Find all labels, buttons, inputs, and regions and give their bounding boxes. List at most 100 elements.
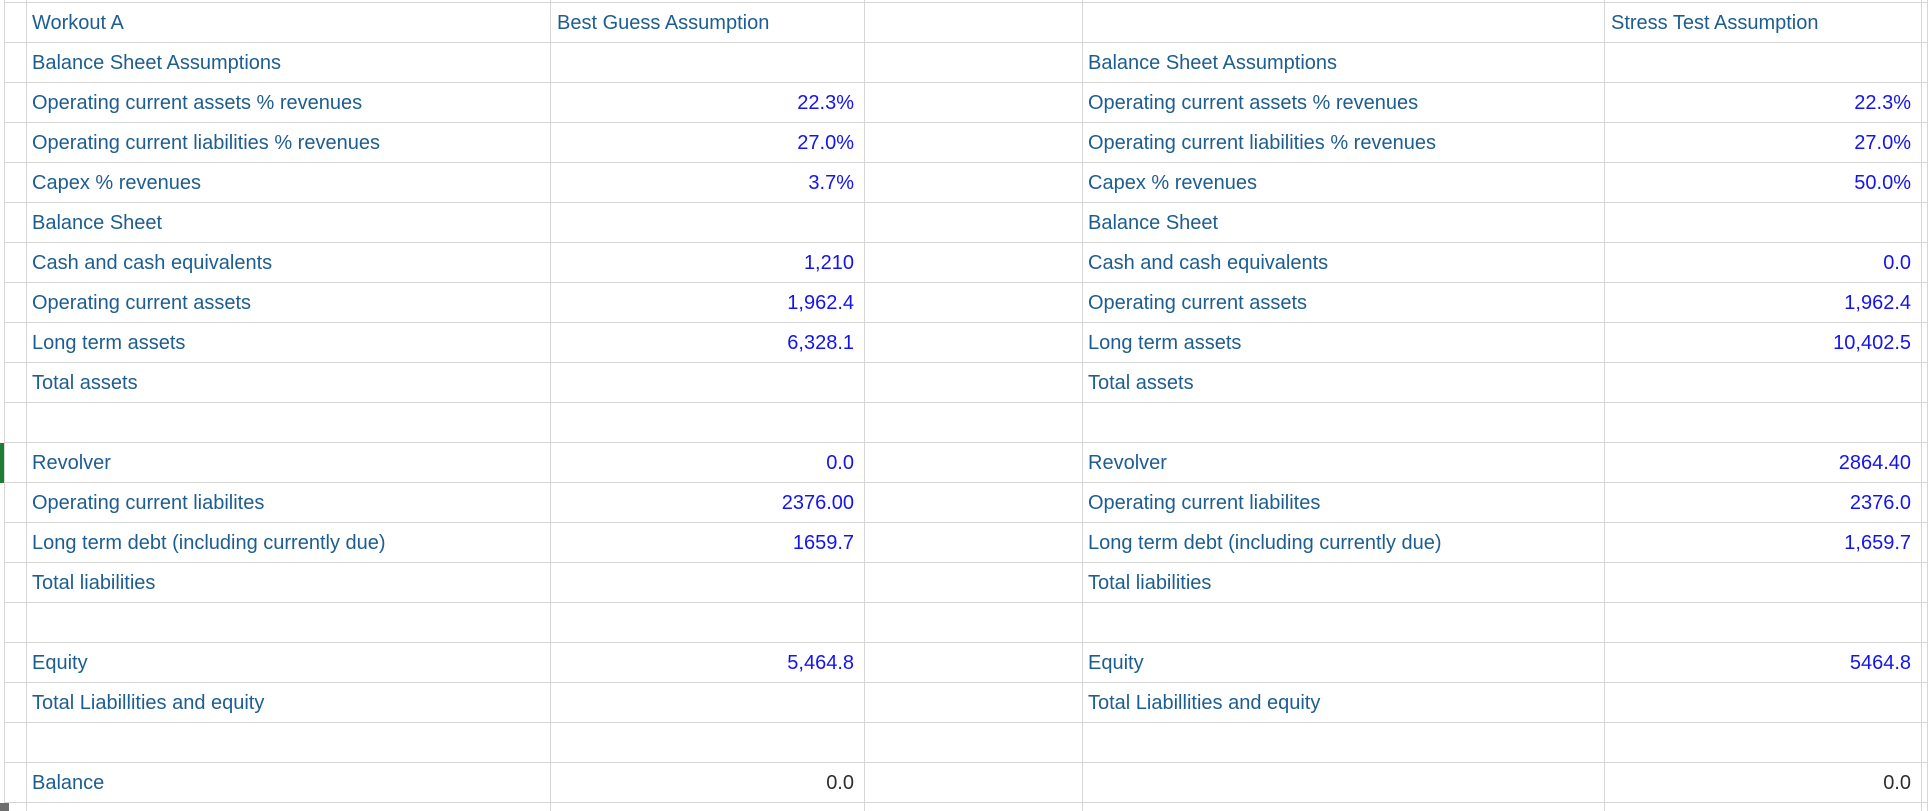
cell-E13[interactable]: Operating current liabilites (1083, 483, 1605, 523)
cell-A10[interactable] (4, 363, 27, 403)
cell-F9[interactable]: 10,402.5 (1605, 323, 1922, 363)
cell-G19[interactable] (1922, 723, 1928, 763)
cell-E5[interactable]: Capex % revenues (1083, 163, 1605, 203)
cell-D3[interactable] (865, 83, 1083, 123)
cell-G9[interactable] (1922, 323, 1928, 363)
cell-G3[interactable] (1922, 83, 1928, 123)
cell-B11[interactable] (27, 403, 551, 443)
cell-C17[interactable]: 5,464.8 (551, 643, 865, 683)
cell-C5[interactable]: 3.7% (551, 163, 865, 203)
cell-E20[interactable] (1083, 763, 1605, 803)
cell-F8[interactable]: 1,962.4 (1605, 283, 1922, 323)
cell-D15[interactable] (865, 563, 1083, 603)
cell-A2[interactable] (4, 43, 27, 83)
cell-G4[interactable] (1922, 123, 1928, 163)
cell-D11[interactable] (865, 403, 1083, 443)
cell-F21[interactable] (1605, 803, 1922, 811)
cell-B7[interactable]: Cash and cash equivalents (27, 243, 551, 283)
cell-A11[interactable] (4, 403, 27, 443)
cell-B5[interactable]: Capex % revenues (27, 163, 551, 203)
cell-G7[interactable] (1922, 243, 1928, 283)
cell-C15[interactable] (551, 563, 865, 603)
cell-D1[interactable] (865, 3, 1083, 43)
cell-F3[interactable]: 22.3% (1605, 83, 1922, 123)
cell-D20[interactable] (865, 763, 1083, 803)
cell-F18[interactable] (1605, 683, 1922, 723)
cell-C20[interactable]: 0.0 (551, 763, 865, 803)
cell-F5[interactable]: 50.0% (1605, 163, 1922, 203)
cell-F12[interactable]: 2864.40 (1605, 443, 1922, 483)
cell-B8[interactable]: Operating current assets (27, 283, 551, 323)
cell-E11[interactable] (1083, 403, 1605, 443)
cell-B0[interactable] (27, 0, 551, 3)
cell-A15[interactable] (4, 563, 27, 603)
cell-D2[interactable] (865, 43, 1083, 83)
cell-E9[interactable]: Long term assets (1083, 323, 1605, 363)
cell-F19[interactable] (1605, 723, 1922, 763)
cell-G8[interactable] (1922, 283, 1928, 323)
cell-A7[interactable] (4, 243, 27, 283)
cell-C0[interactable] (551, 0, 865, 3)
cell-C7[interactable]: 1,210 (551, 243, 865, 283)
cell-D16[interactable] (865, 603, 1083, 643)
cell-G12[interactable] (1922, 443, 1928, 483)
cell-D6[interactable] (865, 203, 1083, 243)
cell-C2[interactable] (551, 43, 865, 83)
cell-C10[interactable] (551, 363, 865, 403)
cell-D19[interactable] (865, 723, 1083, 763)
cell-A17[interactable] (4, 643, 27, 683)
cell-G11[interactable] (1922, 403, 1928, 443)
cell-E8[interactable]: Operating current assets (1083, 283, 1605, 323)
cell-F10[interactable] (1605, 363, 1922, 403)
cell-B19[interactable] (27, 723, 551, 763)
cell-C14[interactable]: 1659.7 (551, 523, 865, 563)
cell-E4[interactable]: Operating current liabilities % revenues (1083, 123, 1605, 163)
cell-A13[interactable] (4, 483, 27, 523)
cell-G20[interactable] (1922, 763, 1928, 803)
cell-E15[interactable]: Total liabilities (1083, 563, 1605, 603)
cell-C4[interactable]: 27.0% (551, 123, 865, 163)
cell-G2[interactable] (1922, 43, 1928, 83)
cell-E7[interactable]: Cash and cash equivalents (1083, 243, 1605, 283)
cell-E2[interactable]: Balance Sheet Assumptions (1083, 43, 1605, 83)
cell-C21[interactable] (551, 803, 865, 811)
cell-B21[interactable] (27, 803, 551, 811)
cell-C11[interactable] (551, 403, 865, 443)
cell-F16[interactable] (1605, 603, 1922, 643)
cell-G13[interactable] (1922, 483, 1928, 523)
cell-A20[interactable] (4, 763, 27, 803)
cell-D5[interactable] (865, 163, 1083, 203)
cell-F7[interactable]: 0.0 (1605, 243, 1922, 283)
cell-B15[interactable]: Total liabilities (27, 563, 551, 603)
cell-F1[interactable]: Stress Test Assumption (1605, 3, 1922, 43)
cell-F6[interactable] (1605, 203, 1922, 243)
cell-A19[interactable] (4, 723, 27, 763)
cell-B4[interactable]: Operating current liabilities % revenues (27, 123, 551, 163)
cell-E3[interactable]: Operating current assets % revenues (1083, 83, 1605, 123)
cell-B1[interactable]: Workout A (27, 3, 551, 43)
cell-G16[interactable] (1922, 603, 1928, 643)
cell-E18[interactable]: Total Liabillities and equity (1083, 683, 1605, 723)
cell-D9[interactable] (865, 323, 1083, 363)
cell-E21[interactable] (1083, 803, 1605, 811)
cell-C1[interactable]: Best Guess Assumption (551, 3, 865, 43)
cell-D17[interactable] (865, 643, 1083, 683)
cell-C3[interactable]: 22.3% (551, 83, 865, 123)
cell-B20[interactable]: Balance (27, 763, 551, 803)
cell-B16[interactable] (27, 603, 551, 643)
cell-A14[interactable] (4, 523, 27, 563)
cell-B14[interactable]: Long term debt (including currently due) (27, 523, 551, 563)
cell-F0[interactable] (1605, 0, 1922, 3)
cell-D13[interactable] (865, 483, 1083, 523)
cell-G14[interactable] (1922, 523, 1928, 563)
cell-D21[interactable] (865, 803, 1083, 811)
cell-D4[interactable] (865, 123, 1083, 163)
cell-D18[interactable] (865, 683, 1083, 723)
cell-A12[interactable] (4, 443, 27, 483)
cell-G15[interactable] (1922, 563, 1928, 603)
cell-F20[interactable]: 0.0 (1605, 763, 1922, 803)
cell-B17[interactable]: Equity (27, 643, 551, 683)
cell-E17[interactable]: Equity (1083, 643, 1605, 683)
cell-D7[interactable] (865, 243, 1083, 283)
cell-A5[interactable] (4, 163, 27, 203)
